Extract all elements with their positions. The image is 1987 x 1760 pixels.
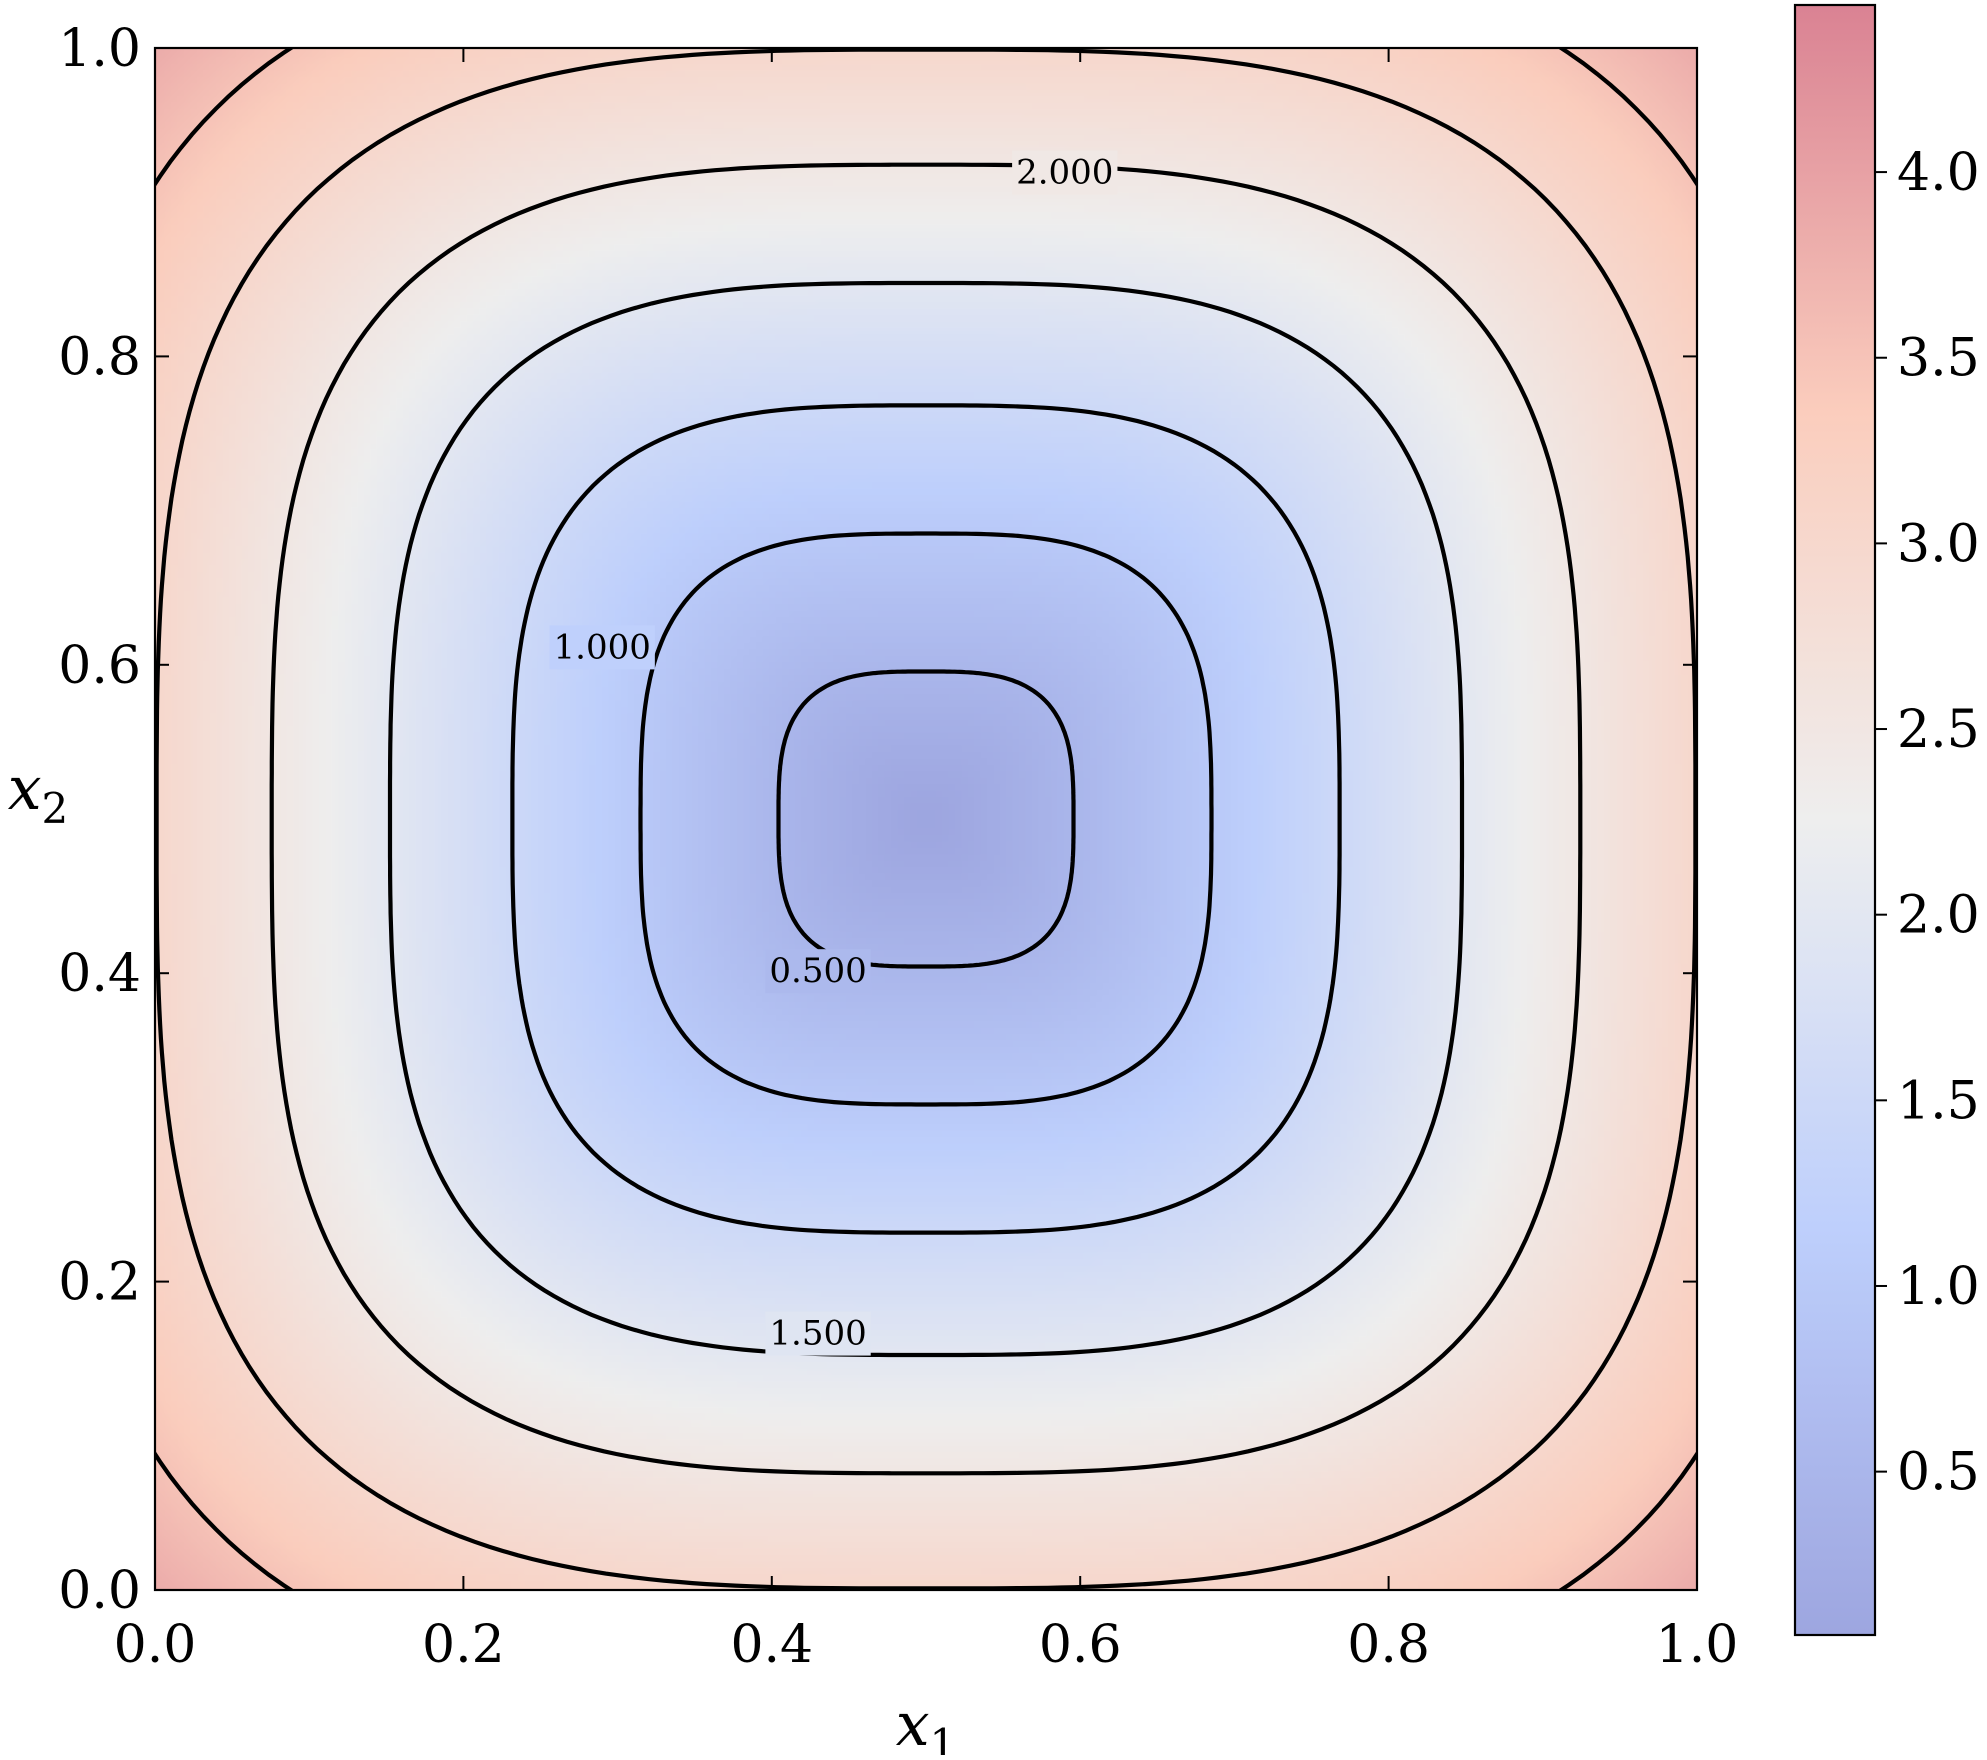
x-tick-label: 0.2 xyxy=(422,1615,505,1675)
contour-line xyxy=(269,162,1583,1476)
contour-label: 1.000 xyxy=(554,627,651,667)
contour-label-background xyxy=(1012,150,1118,195)
y-axis-label-sub: 2 xyxy=(42,784,69,833)
heatmap-field xyxy=(155,48,1697,1590)
colorbar-tick-label: 1.5 xyxy=(1897,1071,1980,1131)
y-tick-label: 0.6 xyxy=(58,636,141,696)
colorbar: 0.5 1.0 1.5 2.0 2.5 3.0 3.5 4.0 xyxy=(1793,3,1980,1637)
colorbar-frame xyxy=(1793,3,1877,1637)
contour-line xyxy=(776,669,1076,969)
plot-background xyxy=(155,48,1697,1590)
y-tick-label: 0.8 xyxy=(58,327,141,387)
y-axis-label-main: x xyxy=(8,754,42,824)
contour-line xyxy=(155,48,1697,1590)
contour-label-background xyxy=(765,949,871,994)
colorbar-tick-label: 2.5 xyxy=(1897,700,1980,760)
y-tick-label: 0.2 xyxy=(58,1253,141,1313)
x-axis: 0.0 0.2 0.4 0.6 0.8 1.0 xyxy=(114,48,1739,1675)
y-axis: 0.0 0.2 0.4 0.6 0.8 1.0 xyxy=(58,19,1697,1621)
x-axis-label-sub: 1 xyxy=(930,1720,957,1755)
contour-label: 1.500 xyxy=(769,1314,866,1354)
colorbar-tick-label: 3.0 xyxy=(1897,514,1980,574)
contour-lines xyxy=(155,48,1697,1590)
x-tick-label: 0.8 xyxy=(1347,1615,1430,1675)
colorbar-tick-label: 1.0 xyxy=(1897,1257,1980,1317)
colorbar-gradient xyxy=(1795,5,1875,1635)
contour-line xyxy=(510,403,1342,1235)
y-tick-label: 1.0 xyxy=(58,19,141,79)
x-tick-label: 0.0 xyxy=(114,1615,197,1675)
contour-label-background xyxy=(765,1311,871,1356)
colorbar-tick-label: 0.5 xyxy=(1897,1443,1980,1503)
contour-line xyxy=(387,280,1465,1358)
y-tick-label: 0.0 xyxy=(58,1561,141,1621)
x-tick-label: 1.0 xyxy=(1656,1615,1739,1675)
colorbar-ticks: 0.5 1.0 1.5 2.0 2.5 3.0 3.5 4.0 xyxy=(1875,143,1980,1503)
colorbar-tick-label: 3.5 xyxy=(1897,329,1980,389)
x-tick-label: 0.6 xyxy=(1039,1615,1122,1675)
y-axis-label: x2 xyxy=(8,754,69,833)
x-axis-label: x1 xyxy=(896,1690,957,1755)
contour-labels: 0.500 1.000 1.500 2.000 xyxy=(549,150,1118,1356)
x-tick-label: 0.4 xyxy=(730,1615,813,1675)
y-tick-label: 0.4 xyxy=(58,944,141,1004)
contour-line xyxy=(638,531,1214,1107)
contour-label-background xyxy=(549,625,655,670)
contour-label: 2.000 xyxy=(1016,152,1113,192)
contour-label: 0.500 xyxy=(769,951,866,991)
plot-frame xyxy=(153,46,1699,1592)
x-axis-label-main: x xyxy=(896,1690,930,1755)
colorbar-tick-label: 4.0 xyxy=(1897,143,1980,203)
colorbar-tick-label: 2.0 xyxy=(1897,886,1980,946)
